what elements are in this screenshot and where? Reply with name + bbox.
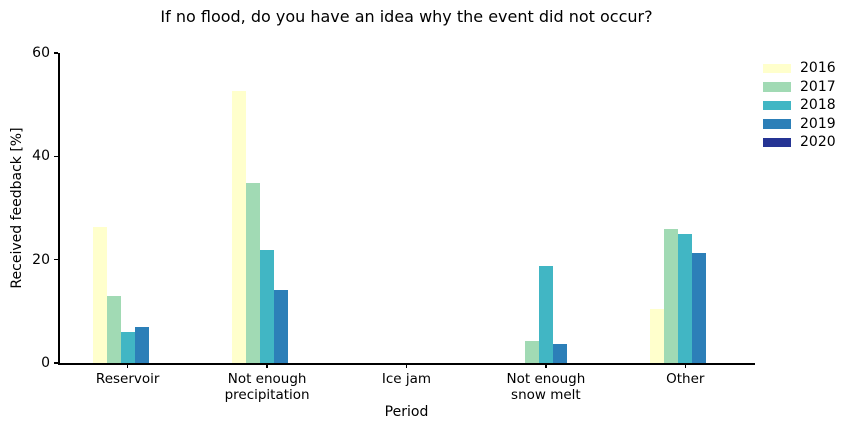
bar-2016-other	[650, 309, 665, 363]
legend-label-2019: 2019	[800, 115, 836, 132]
x-tick-label-not-enough-snow-melt: Not enough snow melt	[506, 371, 586, 403]
legend-swatch-2017	[763, 82, 791, 92]
legend-label-2020: 2020	[800, 134, 836, 151]
bar-2018-not-enough-snow-melt	[538, 266, 553, 363]
legend-label-2016: 2016	[800, 60, 836, 77]
y-axis-spine	[58, 53, 60, 363]
legend-swatch-2019	[763, 119, 791, 129]
x-axis-label: Period	[384, 404, 429, 420]
chart-title: If no flood, do you have an idea why the…	[160, 7, 653, 26]
x-tick-mark-reservoir	[126, 363, 129, 368]
bar-2019-not-enough-snow-melt	[552, 344, 567, 363]
legend-item-2018: 2018	[763, 96, 836, 115]
bar-2017-reservoir	[106, 296, 121, 363]
x-tick-mark-other	[684, 363, 687, 368]
y-tick-mark-0	[54, 362, 58, 364]
bar-2016-reservoir	[92, 227, 107, 363]
x-tick-mark-ice-jam	[405, 363, 408, 368]
bar-2019-not-enough-precipitation	[274, 289, 289, 363]
bar-2018-reservoir	[120, 332, 135, 363]
x-tick-label-reservoir: Reservoir	[95, 371, 160, 387]
legend-swatch-2020	[763, 137, 791, 147]
y-tick-label-60: 60	[32, 45, 50, 61]
bar-2018-not-enough-precipitation	[260, 250, 275, 363]
legend-label-2018: 2018	[800, 97, 836, 114]
bar-2019-other	[692, 252, 707, 363]
bar-2019-reservoir	[134, 326, 149, 363]
legend-item-2016: 2016	[763, 59, 836, 78]
y-tick-label-0: 0	[41, 355, 50, 371]
y-tick-mark-20	[54, 258, 58, 261]
bar-2016-not-enough-precipitation	[232, 90, 247, 363]
bar-2017-other	[664, 228, 679, 363]
legend-label-2017: 2017	[800, 78, 836, 95]
x-tick-mark-not-enough-precipitation	[266, 363, 268, 368]
x-tick-label-ice-jam: Ice jam	[381, 371, 432, 387]
bar-2017-not-enough-snow-melt	[524, 341, 539, 363]
y-tick-mark-60	[54, 52, 58, 54]
legend: 2016 2017 2018 2019 2020	[763, 59, 836, 152]
y-tick-label-40: 40	[32, 148, 50, 165]
x-tick-mark-not-enough-snow-melt	[545, 363, 547, 368]
legend-item-2019: 2019	[763, 115, 836, 134]
bar-2017-not-enough-precipitation	[246, 183, 261, 363]
legend-item-2017: 2017	[763, 78, 836, 97]
bar-2018-other	[678, 234, 693, 363]
plot-area	[58, 53, 755, 365]
legend-item-2020: 2020	[763, 133, 836, 152]
x-tick-label-not-enough-precipitation: Not enough precipitation	[224, 371, 310, 403]
legend-swatch-2018	[763, 100, 791, 110]
x-tick-label-other: Other	[666, 371, 705, 387]
y-tick-label-20: 20	[32, 251, 50, 268]
y-tick-mark-40	[54, 155, 58, 158]
legend-swatch-2016	[763, 63, 791, 73]
